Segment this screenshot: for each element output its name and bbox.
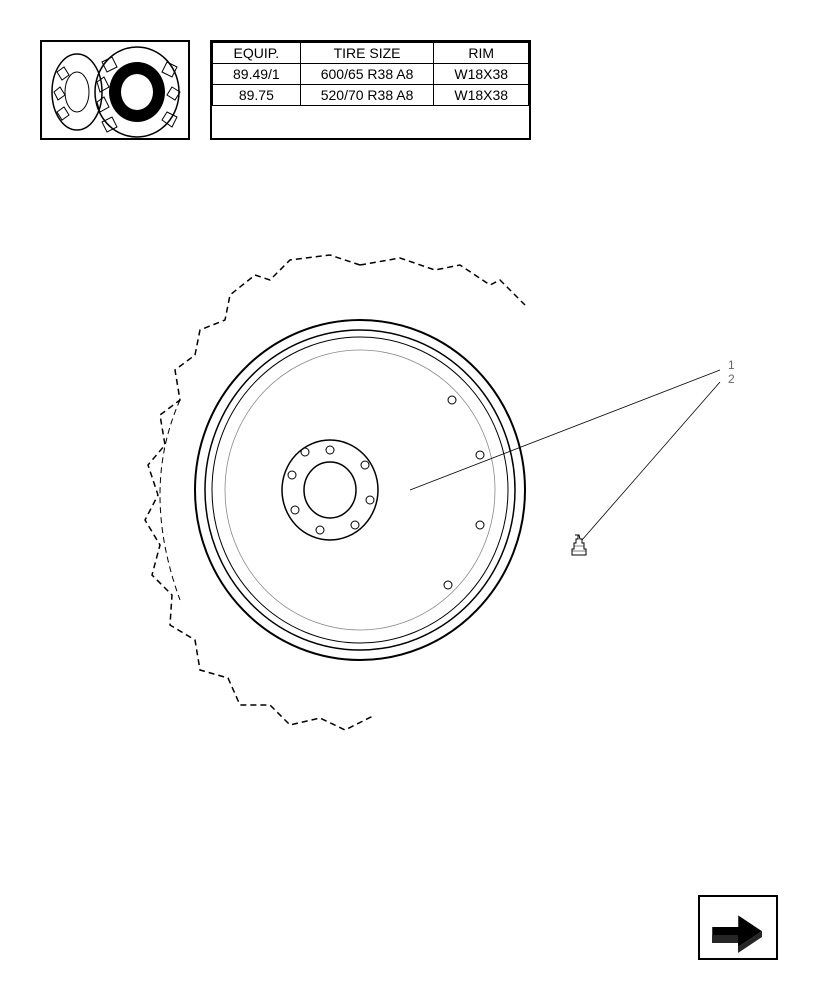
rim-bead [205, 330, 515, 650]
rim-inner-lip [212, 337, 508, 643]
header-rim: RIM [434, 43, 529, 64]
bolt-hole [301, 448, 309, 456]
header-tire-size: TIRE SIZE [300, 43, 434, 64]
next-page-icon-box [698, 895, 778, 960]
rim-bolt-hole [476, 521, 484, 529]
rim-outer [195, 320, 525, 660]
cell-tire-size: 600/65 R38 A8 [300, 64, 434, 85]
bolt-hole [361, 461, 369, 469]
bolt-hole [316, 526, 324, 534]
dual-tire-icon [42, 42, 190, 140]
table-header-row: EQUIP. TIRE SIZE RIM [213, 43, 529, 64]
bolt-hole [351, 521, 359, 529]
tire-illustration [80, 200, 760, 800]
top-section: EQUIP. TIRE SIZE RIM 89.49/1 600/65 R38 … [40, 40, 788, 140]
callout-1: 1 [728, 358, 735, 372]
cell-rim: W18X38 [434, 64, 529, 85]
tire-icon-box [40, 40, 190, 140]
bolt-hole [291, 506, 299, 514]
rim-bolt-hole [476, 451, 484, 459]
hub-outer [282, 440, 378, 540]
hub-center-hole [304, 462, 356, 518]
table-row: 89.75 520/70 R38 A8 W18X38 [213, 85, 529, 106]
cell-rim: W18X38 [434, 85, 529, 106]
cell-tire-size: 520/70 R38 A8 [300, 85, 434, 106]
tire-diagram: 1 2 [80, 200, 730, 800]
bolt-hole [366, 496, 374, 504]
header-equip: EQUIP. [213, 43, 301, 64]
bolt-hole [326, 446, 334, 454]
cell-equip: 89.49/1 [213, 64, 301, 85]
rim-bolt-hole [444, 581, 452, 589]
rim-bolt-hole [448, 396, 456, 404]
tire-spec-table: EQUIP. TIRE SIZE RIM 89.49/1 600/65 R38 … [210, 40, 531, 140]
arrow-3d-icon [700, 897, 776, 958]
rim-dish [225, 350, 495, 630]
cell-equip: 89.75 [213, 85, 301, 106]
callout-line-1 [410, 370, 720, 490]
table-row: 89.49/1 600/65 R38 A8 W18X38 [213, 64, 529, 85]
callout-line-2 [582, 382, 720, 540]
bolt-hole [288, 471, 296, 479]
callout-2: 2 [728, 372, 735, 386]
